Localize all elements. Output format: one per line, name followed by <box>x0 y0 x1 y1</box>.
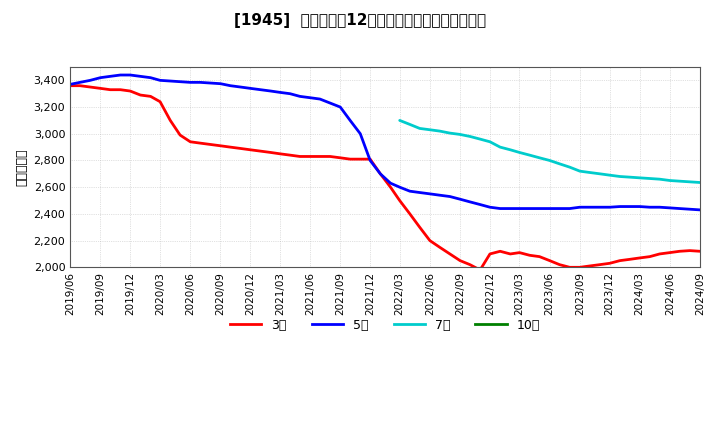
Text: [1945]  当期純利益12か月移動合計の平均値の推移: [1945] 当期純利益12か月移動合計の平均値の推移 <box>234 13 486 28</box>
Y-axis label: （百万円）: （百万円） <box>15 148 28 186</box>
Legend: 3年, 5年, 7年, 10年: 3年, 5年, 7年, 10年 <box>225 314 545 337</box>
